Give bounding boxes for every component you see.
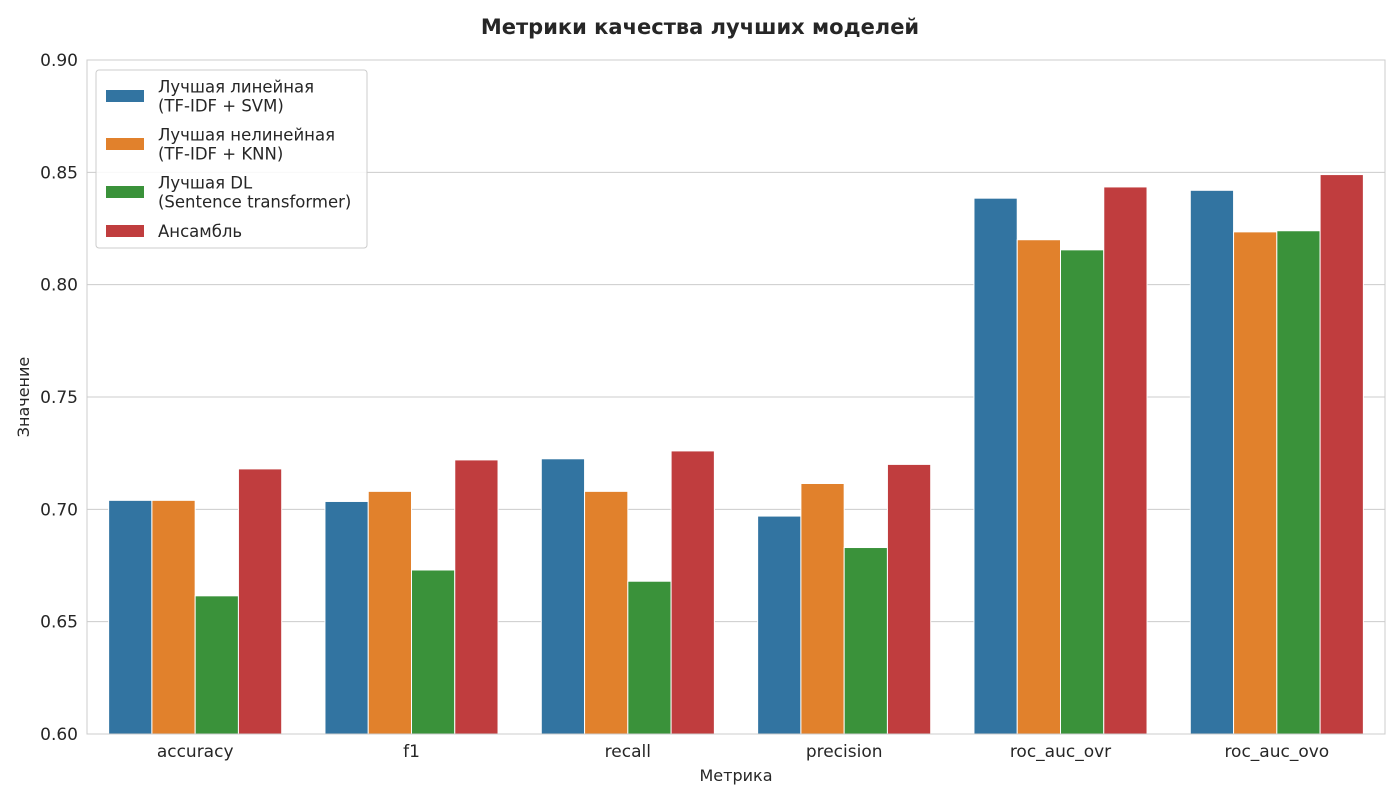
bar-recall-series-1 bbox=[540, 458, 586, 735]
bars bbox=[108, 174, 1364, 735]
bar-recall-series-4 bbox=[670, 450, 715, 735]
tick-labels: 0.60 0.65 0.70 0.75 0.80 0.85 0.90 accuracy f1 re… bbox=[40, 51, 1329, 762]
legend-label: (TF-IDF + KNN) bbox=[158, 145, 283, 164]
chart-title: Метрики качества лучших моделей bbox=[481, 15, 919, 39]
plot-frame bbox=[86, 59, 1386, 735]
legend-label: Лучшая нелинейная bbox=[158, 126, 335, 145]
legend-box bbox=[95, 69, 368, 249]
bar-roc_auc_ovr-series-4 bbox=[1103, 186, 1148, 735]
x-axis-label: Метрика bbox=[700, 766, 773, 785]
bar-precision-series-2 bbox=[800, 482, 845, 735]
bar-recall-series-2 bbox=[584, 490, 629, 735]
bar-recall-series-3 bbox=[627, 580, 672, 735]
y-tick-label: 0.60 bbox=[40, 725, 78, 745]
bar-f1-series-4 bbox=[454, 459, 499, 735]
y-tick-label: 0.90 bbox=[40, 51, 78, 71]
x-tick-label: accuracy bbox=[157, 742, 234, 762]
bar-roc_auc_ovo-series-4 bbox=[1319, 174, 1364, 735]
bar-roc_auc_ovr-series-3 bbox=[1060, 249, 1105, 735]
legend-label: (TF-IDF + SVM) bbox=[158, 97, 284, 116]
legend-label: Лучшая линейная bbox=[158, 78, 314, 97]
bar-f1-series-3 bbox=[411, 569, 456, 735]
x-tick-label: roc_auc_ovo bbox=[1224, 742, 1329, 762]
y-tick-label: 0.75 bbox=[40, 388, 78, 408]
legend-label: Ансамбль bbox=[158, 222, 242, 241]
bar-f1-series-2 bbox=[367, 490, 413, 735]
y-tick-label: 0.65 bbox=[40, 613, 78, 633]
bar-roc_auc_ovo-series-2 bbox=[1233, 231, 1278, 735]
legend: Лучшая линейная(TF-IDF + SVM) Лучшая нели… bbox=[95, 69, 368, 249]
bar-roc_auc_ovr-series-2 bbox=[1016, 239, 1062, 735]
bar-accuracy-series-2 bbox=[151, 499, 196, 735]
y-tick-label: 0.80 bbox=[40, 276, 78, 296]
x-tick-label: precision bbox=[806, 742, 883, 762]
bar-accuracy-series-1 bbox=[108, 499, 153, 735]
legend-label: Лучшая DL bbox=[158, 174, 253, 193]
y-tick-label: 0.85 bbox=[40, 163, 78, 183]
bar-precision-series-4 bbox=[886, 463, 932, 735]
x-tick-label: roc_auc_ovr bbox=[1010, 742, 1111, 762]
x-tick-label: recall bbox=[605, 742, 651, 762]
bar-precision-series-1 bbox=[757, 515, 802, 735]
legend-swatch bbox=[106, 225, 144, 237]
bar-roc_auc_ovr-series-1 bbox=[973, 197, 1018, 735]
x-tick-label: f1 bbox=[403, 742, 420, 762]
bar-accuracy-series-3 bbox=[194, 595, 239, 735]
bar-roc_auc_ovo-series-1 bbox=[1189, 189, 1235, 735]
legend-label: (Sentence transformer) bbox=[158, 193, 351, 212]
y-tick-label: 0.70 bbox=[40, 500, 78, 520]
bar-roc_auc_ovo-series-3 bbox=[1276, 230, 1321, 735]
legend-swatch bbox=[106, 186, 144, 198]
y-axis-label: Значение bbox=[14, 357, 33, 438]
bar-accuracy-series-4 bbox=[237, 468, 283, 735]
bar-precision-series-3 bbox=[843, 547, 888, 735]
bar-f1-series-1 bbox=[324, 500, 369, 735]
legend-swatch bbox=[106, 138, 144, 150]
legend-swatch bbox=[106, 90, 144, 102]
